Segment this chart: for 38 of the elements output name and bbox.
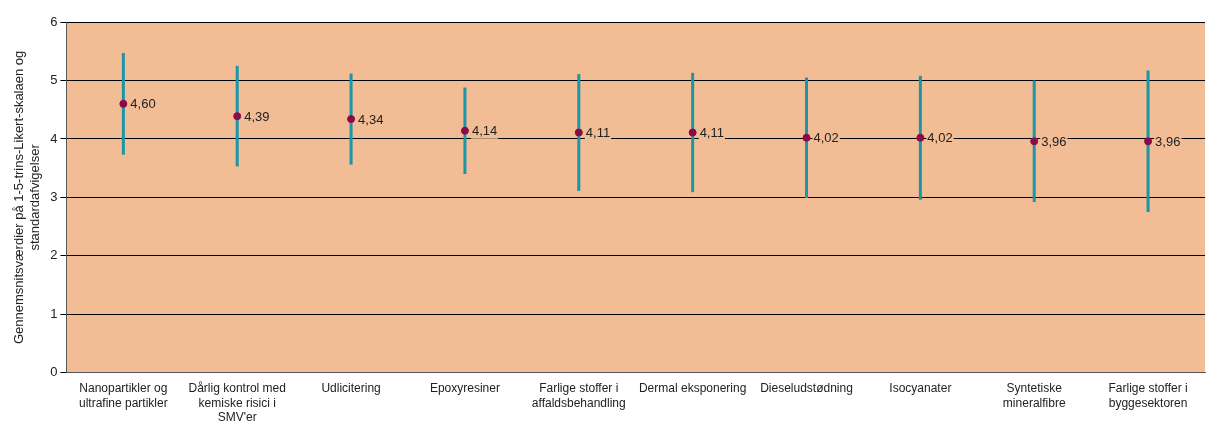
data-label: 4,02 (927, 130, 953, 146)
x-tick-label: Dermal eksponering (638, 381, 747, 396)
y-tick-label: 3 (50, 188, 58, 204)
y-tick-label: 5 (50, 72, 58, 88)
data-label: 4,14 (471, 123, 498, 139)
y-tick-label: 0 (50, 364, 58, 380)
point (1144, 137, 1153, 146)
data-label: 4,34 (358, 111, 384, 127)
data-label: 4,39 (244, 108, 270, 124)
x-tick-label: Farlige stoffer i affaldsbehandling (531, 381, 626, 410)
data-label: 4,02 (813, 130, 839, 146)
point (1030, 137, 1039, 146)
y-axis-title: Gennemsnitsværdier på 1-5-trins-Likert-skalaen og standardafvigelser (11, 50, 42, 345)
data-label: 4,60 (130, 96, 156, 112)
point (688, 128, 697, 137)
x-tick-label: Isocyanater (889, 381, 952, 396)
x-tick-label: Dårlig kontrol med kemiske risici i SMV'er (188, 381, 286, 425)
point (574, 128, 583, 137)
x-tick-label: Epoxyresiner (429, 381, 500, 396)
data-label: 3,96 (1041, 133, 1067, 149)
x-tick-label: Farlige stoffer i byggesektoren (1108, 381, 1188, 410)
y-tick-label: 1 (50, 305, 58, 321)
y-tick-label: 2 (50, 247, 58, 263)
point (460, 126, 469, 135)
y-tick-label: 4 (50, 130, 58, 146)
point (347, 115, 356, 124)
x-tick-label: Nanopartikler og ultrafine partikler (79, 381, 168, 410)
y-tick-label: 6 (50, 13, 58, 29)
point (916, 133, 925, 142)
x-tick-label: Syntetiske mineralfibre (1002, 381, 1066, 410)
data-label: 4,11 (585, 125, 611, 141)
point (802, 133, 811, 142)
data-label: 4,11 (699, 125, 724, 141)
x-tick-label: Dieseludstødning (760, 381, 853, 396)
point (233, 112, 242, 121)
data-label: 3,96 (1155, 133, 1181, 149)
x-tick-label: Udlicitering (321, 381, 381, 396)
point (119, 99, 128, 108)
